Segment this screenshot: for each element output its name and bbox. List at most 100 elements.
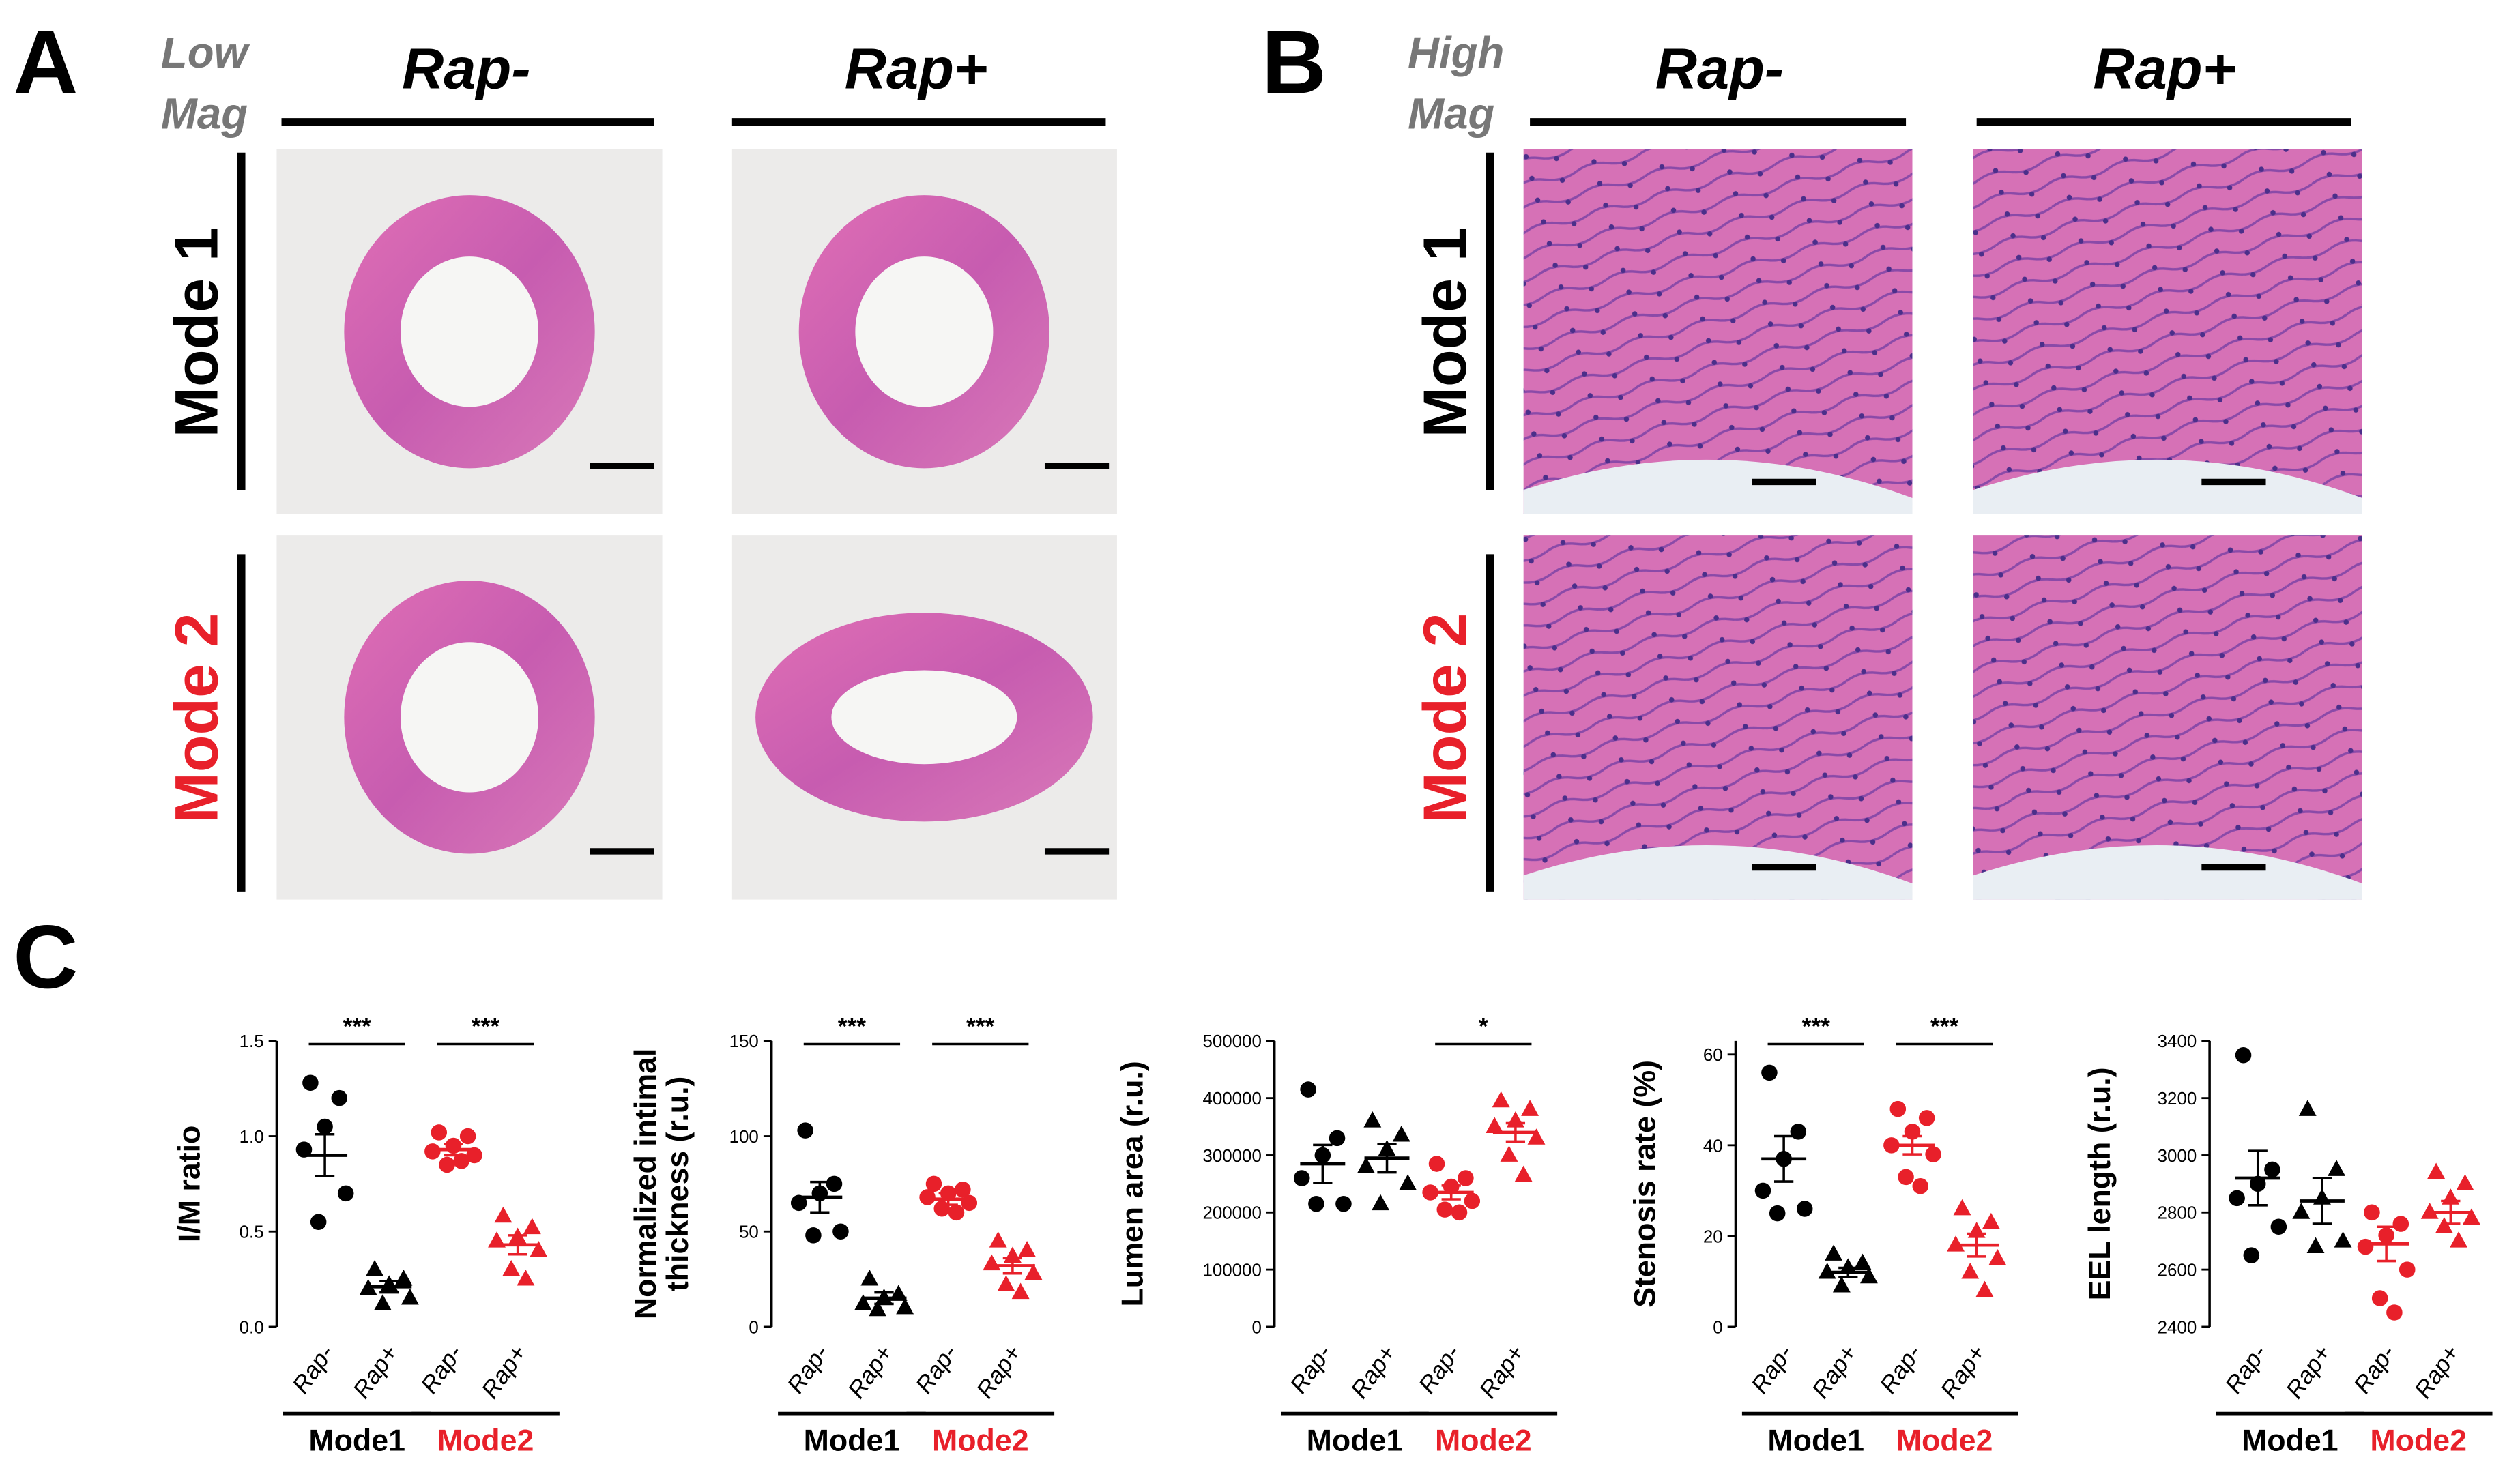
image-edge [1973,459,2362,514]
x-tick-label: Rap+ [2281,1340,2336,1403]
significance-label: *** [1802,1013,1830,1040]
point [1308,1195,1324,1212]
point [1451,1204,1468,1221]
point [530,1241,548,1257]
point [366,1259,384,1276]
y-tick-label: 2600 [2158,1261,2197,1280]
error-bar [1441,1184,1461,1201]
y-tick-label: 500000 [1202,1032,1261,1051]
point [2229,1190,2245,1207]
x-tick-label: Rap- [1285,1340,1337,1398]
point [1898,1169,1914,1186]
point [2243,1247,2260,1263]
point [948,1204,965,1221]
point [517,1269,535,1286]
point [983,1254,1001,1271]
point [424,1143,441,1160]
point [523,1218,541,1235]
point [1918,1110,1935,1126]
y-tick-label: 150 [729,1032,759,1051]
y-tick-label: 20 [1703,1227,1723,1246]
point [1293,1170,1310,1186]
point [1912,1177,1929,1194]
point [2399,1261,2416,1278]
point [2456,1174,2474,1190]
point [2462,1208,2480,1225]
image-edge [1523,845,1913,900]
y-tick-label: 400000 [1202,1089,1261,1109]
error-bar [379,1280,399,1294]
x-tick-label: Rap- [1414,1340,1466,1398]
point [1859,1267,1878,1284]
y-tick-label: 3200 [2158,1089,2197,1109]
mag-label: Mag [1408,89,1494,138]
error-bar [938,1192,958,1206]
y-axis-label: Stenosis rate (%) [1629,1060,1662,1308]
point [1988,1249,2007,1265]
error-bar [315,1132,335,1177]
significance-label: * [1479,1013,1488,1040]
point [439,1156,455,1173]
column-header: Rap+ [845,36,988,101]
point [401,1288,419,1305]
point [431,1124,448,1141]
image-tissue [1523,535,1913,900]
x-tick-label: Rap+ [972,1340,1027,1403]
point [1500,1145,1518,1162]
point [955,1181,971,1198]
image-tissue [1973,149,2362,514]
image-tissue [1973,535,2362,900]
point [1790,1124,1807,1140]
point [925,1175,942,1192]
point [1392,1126,1410,1142]
x-tick-label: Rap- [782,1340,834,1398]
header-bars [237,118,2351,892]
point [2298,1100,2317,1116]
x-tick-label: Rap+ [2409,1340,2465,1403]
point [1925,1146,1941,1162]
y-tick-label: 100000 [1202,1261,1261,1280]
group-label: Mode2 [1435,1424,1532,1457]
histology-images [276,149,2362,900]
y-axis-label: I/M ratio [173,1126,206,1242]
point [2235,1047,2252,1064]
point [854,1294,872,1310]
point [302,1074,319,1091]
error-bar [444,1142,463,1157]
y-tick-label: 1.0 [240,1128,264,1147]
point [1527,1128,1546,1145]
y-tick-label: 100 [729,1128,759,1147]
y-axis-label: thickness (r.u.) [661,1076,695,1292]
point [1975,1280,1994,1297]
x-tick-label: Rap- [1874,1340,1926,1398]
point [1486,1117,1504,1133]
y-tick-label: 200000 [1202,1204,1261,1223]
error-bar [2312,1177,2332,1225]
group-label: Mode1 [804,1424,901,1457]
point [1329,1130,1346,1147]
point [919,1189,936,1205]
significance-label: *** [966,1013,994,1040]
point [2292,1203,2311,1219]
point [896,1297,914,1315]
x-tick-label: Rap+ [1475,1340,1530,1403]
point [331,1089,348,1106]
error-bar [1377,1142,1397,1174]
point [337,1185,354,1202]
point [317,1118,333,1135]
panel-label: C [13,907,78,1007]
point [2328,1160,2346,1176]
point [1492,1091,1510,1108]
vessel-lumen [400,642,539,793]
x-tick-label: Rap+ [476,1340,532,1403]
point [961,1194,978,1212]
y-tick-label: 60 [1703,1046,1723,1065]
point [1458,1170,1474,1186]
point [2357,1238,2374,1255]
point [805,1227,822,1244]
group-label: Mode1 [308,1424,405,1457]
point [373,1294,392,1310]
mag-label: High [1408,29,1504,77]
y-tick-label: 3000 [2158,1147,2197,1166]
